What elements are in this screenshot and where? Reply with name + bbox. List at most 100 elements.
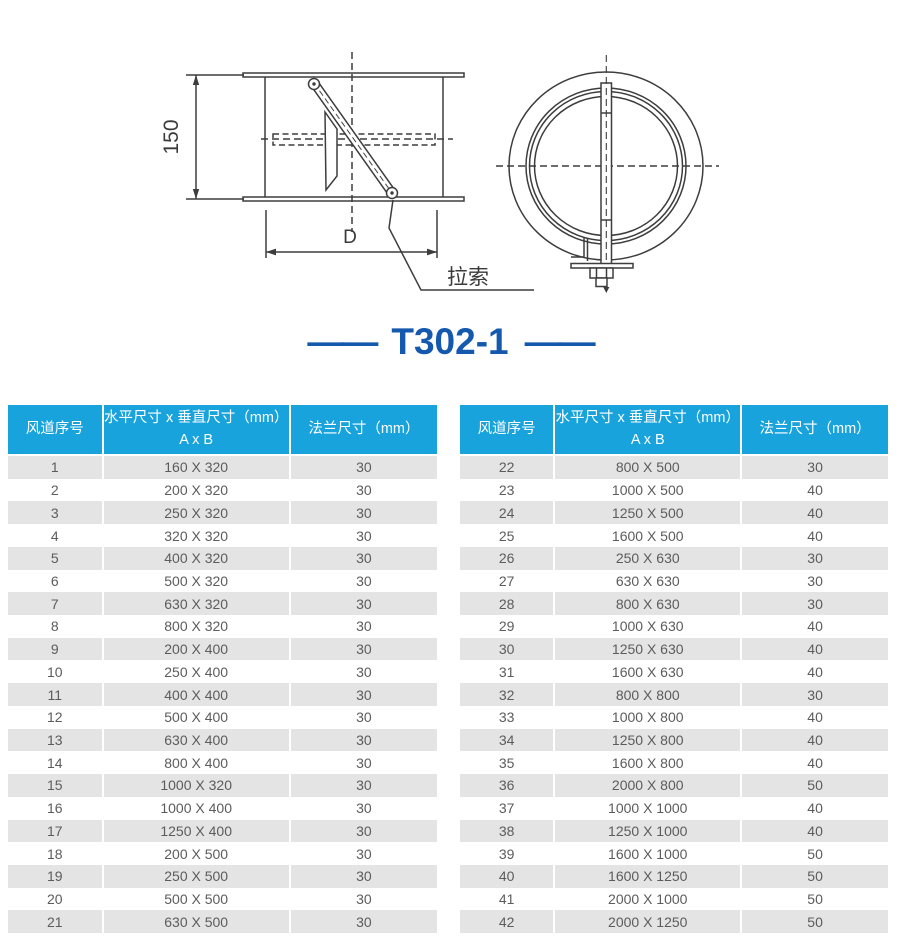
flange-size-cell: 30: [290, 728, 437, 752]
flange-size-cell: 30: [290, 660, 437, 684]
duct-number-cell: 9: [8, 637, 102, 661]
duct-number-cell: 15: [8, 774, 102, 797]
table-row: 36 2000 X 800 50: [460, 774, 888, 797]
flange-size-cell: 50: [742, 774, 888, 797]
rod-centerline: [313, 82, 393, 194]
dimension-cell: 1000 X 800: [555, 705, 741, 729]
dimension-cell: 1250 X 500: [555, 501, 741, 525]
table-row: 10 250 X 400 30: [8, 660, 437, 684]
duct-number-cell: 26: [460, 546, 554, 570]
header-label: 水平尺寸 x 垂直尺寸（mm）: [103, 409, 289, 426]
header-duct-number: 风道序号: [8, 405, 102, 454]
title-dash-left: ——: [307, 321, 378, 362]
table-row: 22 800 X 500 30: [460, 456, 888, 479]
flange-size-cell: 30: [290, 546, 437, 570]
dimension-cell: 1000 X 500: [555, 478, 741, 502]
flange-size-cell: 30: [290, 842, 437, 865]
table-row: 5 400 X 320 30: [8, 546, 437, 570]
duct-number-cell: 12: [8, 705, 102, 729]
flange-size-cell: 30: [290, 456, 437, 479]
damper-blade: [324, 109, 338, 193]
dimension-cell: 630 X 320: [103, 592, 289, 616]
dimension-cell: 2000 X 1000: [555, 887, 741, 911]
flange-size-cell: 30: [290, 774, 437, 797]
table-row: 27 630 X 630 30: [460, 569, 888, 593]
page-title: —— T302-1 ——: [0, 318, 900, 366]
dimension-cell: 200 X 320: [103, 478, 289, 502]
table-header: 风道序号 水平尺寸 x 垂直尺寸（mm） A x B 法兰尺寸（mm）: [8, 405, 437, 454]
dimension-cell: 630 X 500: [103, 910, 289, 934]
dimension-cell: 800 X 800: [555, 683, 741, 706]
flange-size-cell: 40: [742, 705, 888, 729]
dimension-cell: 250 X 320: [103, 501, 289, 525]
flange-size-cell: 30: [290, 751, 437, 775]
side-view-drawing: 150 D 拉索: [160, 52, 534, 291]
header-label: 法兰尺寸（mm）: [308, 420, 420, 437]
bottom-bracket: [570, 238, 634, 293]
duct-number-cell: 14: [8, 751, 102, 775]
header-flange-size: 法兰尺寸（mm）: [290, 405, 437, 454]
table-row: 17 1250 X 400 30: [8, 819, 437, 843]
nut: [589, 267, 614, 279]
duct-number-cell: 30: [460, 637, 554, 661]
pivot-dot: [390, 191, 394, 195]
table-row: 3 250 X 320 30: [8, 501, 437, 525]
dimension-cell: 1250 X 400: [103, 819, 289, 843]
flange-size-cell: 30: [742, 592, 888, 616]
flange-size-cell: 40: [742, 751, 888, 775]
duct-number-cell: 8: [8, 615, 102, 638]
table-row: 30 1250 X 630 40: [460, 637, 888, 661]
duct-number-cell: 41: [460, 887, 554, 911]
technical-drawings: 150 D 拉索: [0, 0, 900, 312]
size-table-left: 风道序号 水平尺寸 x 垂直尺寸（mm） A x B 法兰尺寸（mm） 1 160…: [8, 405, 437, 934]
dimension-cell: 1000 X 320: [103, 774, 289, 797]
flange-size-cell: 50: [742, 864, 888, 888]
table-row: 14 800 X 400 30: [8, 751, 437, 775]
duct-number-cell: 22: [460, 456, 554, 479]
dimension-cell: 160 X 320: [103, 456, 289, 479]
table-row: 15 1000 X 320 30: [8, 774, 437, 797]
centerline-arrow: [603, 287, 610, 293]
bolt-tip: [595, 277, 608, 288]
flange-size-cell: 30: [742, 456, 888, 479]
flange-size-cell: 30: [290, 705, 437, 729]
damper-drawing-svg: 150 D 拉索: [160, 52, 719, 293]
table-body: 22 800 X 500 30 23 1000 X 500 40 24 1250 X 500 4…: [460, 456, 888, 934]
table-row: 40 1600 X 1250 50: [460, 864, 888, 888]
dimension-cell: 630 X 630: [555, 569, 741, 593]
dimension-cell: 800 X 630: [555, 592, 741, 616]
dimension-cell: 800 X 500: [555, 456, 741, 479]
table-row: 42 2000 X 1250 50: [460, 910, 888, 934]
table-row: 38 1250 X 1000 40: [460, 819, 888, 843]
duct-number-cell: 2: [8, 478, 102, 502]
duct-number-cell: 17: [8, 819, 102, 843]
flange-size-cell: 30: [290, 637, 437, 661]
dimension-cell: 1600 X 1000: [555, 842, 741, 865]
header-label: 水平尺寸 x 垂直尺寸（mm）: [555, 409, 740, 426]
flange-size-cell: 50: [742, 887, 888, 911]
dimension-cell: 630 X 400: [103, 728, 289, 752]
table-row: 7 630 X 320 30: [8, 592, 437, 616]
duct-number-cell: 25: [460, 524, 554, 547]
duct-number-cell: 35: [460, 751, 554, 775]
duct-number-cell: 13: [8, 728, 102, 752]
header-label: 法兰尺寸（mm）: [759, 420, 871, 437]
table-row: 9 200 X 400 30: [8, 637, 437, 661]
duct-number-cell: 28: [460, 592, 554, 616]
dimension-cell: 2000 X 1250: [555, 910, 741, 934]
table-row: 12 500 X 400 30: [8, 705, 437, 729]
duct-number-cell: 11: [8, 683, 102, 706]
dimension-cell: 500 X 500: [103, 887, 289, 911]
dimension-cell: 1600 X 630: [555, 660, 741, 684]
duct-number-cell: 1: [8, 456, 102, 479]
dimension-cell: 250 X 400: [103, 660, 289, 684]
flange-size-cell: 30: [290, 864, 437, 888]
flange-size-cell: 50: [742, 910, 888, 934]
diameter-dim-label: D: [343, 227, 357, 248]
dimension-cell: 1600 X 500: [555, 524, 741, 547]
height-dimension: 150: [160, 74, 244, 200]
table-row: 16 1000 X 400 30: [8, 796, 437, 820]
table-row: 24 1250 X 500 40: [460, 501, 888, 525]
top-flange: [242, 72, 465, 78]
flange-size-cell: 30: [290, 615, 437, 638]
